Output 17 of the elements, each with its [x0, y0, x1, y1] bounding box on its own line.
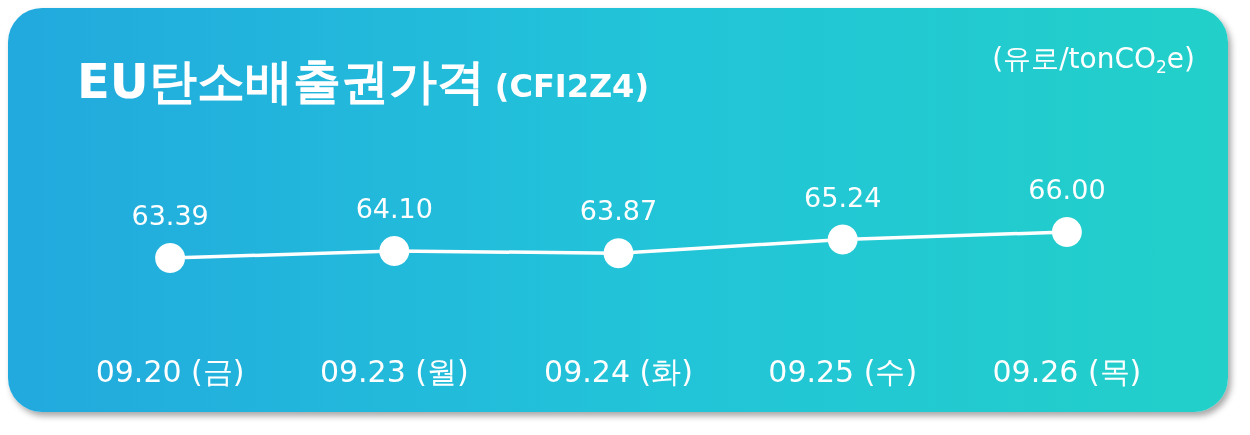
x-tick-label: 09.26 (목): [992, 353, 1142, 389]
data-label: 66.00: [1028, 173, 1106, 205]
x-tick-label: 09.24 (화): [544, 353, 693, 389]
data-label: 65.24: [804, 181, 882, 213]
x-tick-label: 09.25 (수): [768, 353, 918, 389]
point: [1051, 216, 1082, 247]
data-label: 63.39: [131, 200, 209, 232]
x-tick-label: 09.20 (금): [95, 353, 245, 389]
x-tick-label: 09.23 (월): [319, 353, 469, 389]
data-label: 64.10: [355, 192, 433, 224]
point: [379, 235, 410, 266]
point: [603, 238, 634, 269]
point: [827, 224, 858, 255]
data-label: 63.87: [579, 195, 658, 227]
point: [155, 243, 186, 274]
chart-title: EU탄소배출권가격: [77, 53, 485, 109]
chart-subtitle: (CFI2Z4): [494, 67, 649, 105]
